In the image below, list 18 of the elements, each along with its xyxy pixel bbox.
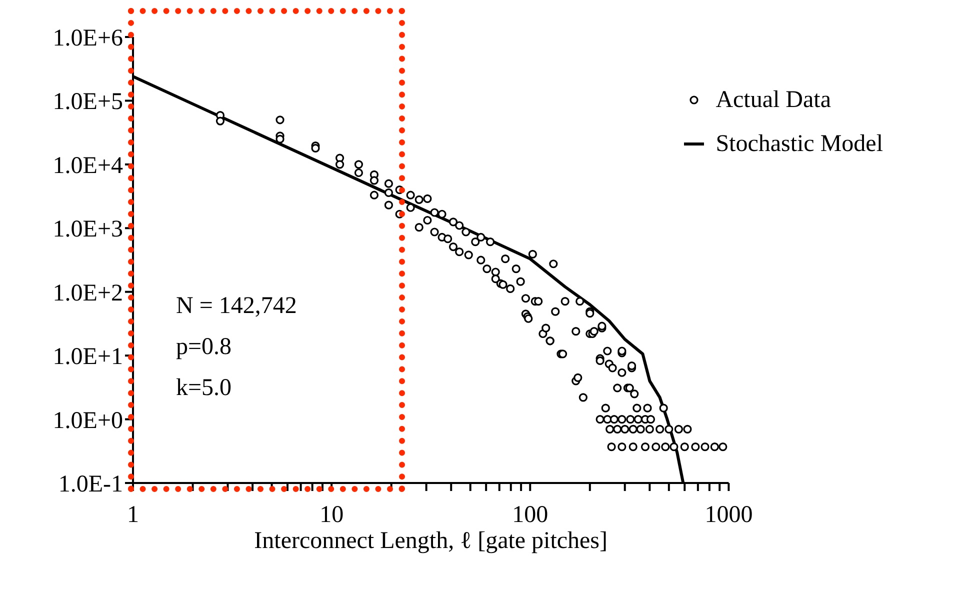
y-tick-label: 1.0E+6	[52, 26, 123, 52]
annotation: N = 142,742	[176, 292, 297, 321]
x-tick-label: 1	[127, 502, 139, 528]
y-tick-label: 1.0E+5	[52, 89, 123, 116]
legend-label: Actual Data	[716, 86, 831, 114]
y-tick-label: 1.0E+3	[52, 216, 123, 243]
x-tick-label: 100	[512, 502, 548, 528]
x-tick-label: 1000	[704, 502, 753, 528]
y-tick-label: 1.0E+1	[52, 344, 123, 370]
annotation: k=5.0	[176, 374, 233, 403]
y-tick-label: 1.0E+4	[52, 152, 123, 179]
legend-label: Stochastic Model	[716, 130, 883, 158]
y-tick-label: 1.0E+2	[52, 280, 123, 306]
y-tick-label: 1.0E-1	[58, 472, 123, 498]
x-tick-label: 10	[320, 502, 344, 528]
y-tick-label: 1.0E+0	[52, 408, 123, 434]
x-axis-title: Interconnect Length, ℓ [gate pitches]	[254, 528, 608, 554]
annotation: p=0.8	[176, 333, 233, 362]
